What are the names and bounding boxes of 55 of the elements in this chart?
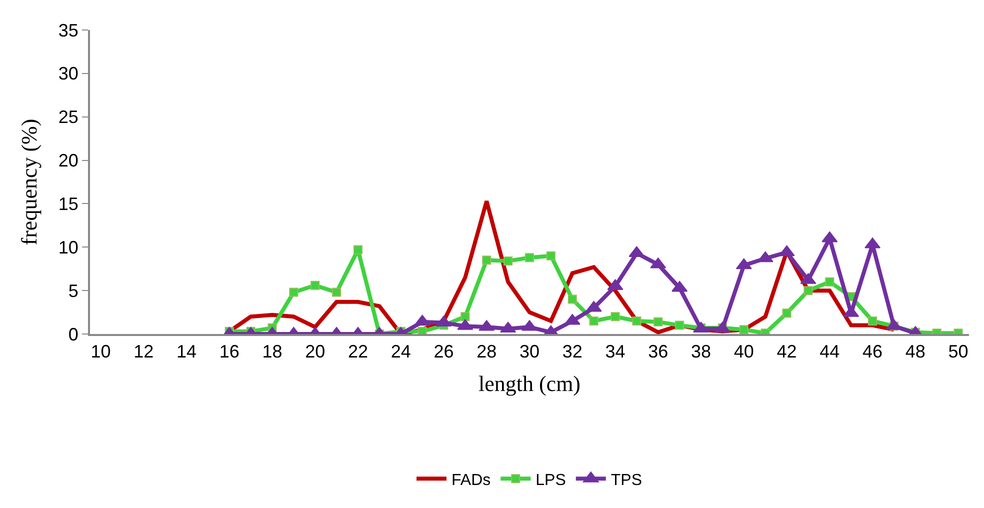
point: [632, 316, 642, 326]
x-tick-label: 10: [90, 342, 111, 362]
x-tick-label: 28: [476, 342, 497, 362]
x-tick-label: 16: [219, 342, 240, 362]
point: [610, 312, 620, 322]
y-tick-label: 30: [58, 64, 78, 84]
point: [782, 308, 792, 318]
x-tick-label: 14: [176, 342, 196, 362]
point: [568, 294, 577, 304]
x-tick-label: 18: [262, 342, 282, 362]
point: [525, 253, 534, 262]
legend-label: TPS: [610, 472, 642, 489]
y-axis-title: frequency (%): [16, 118, 42, 246]
x-tick-label: 42: [776, 342, 797, 362]
y-tick-label: 15: [58, 194, 78, 214]
point: [310, 280, 320, 290]
x-tick-label: 40: [734, 342, 754, 362]
x-tick-label: 26: [434, 342, 454, 362]
x-tick-label: 48: [905, 342, 926, 362]
y-tick-label: 25: [58, 107, 78, 128]
y-tick-label: 20: [58, 150, 78, 171]
x-tick-label: 32: [562, 342, 582, 362]
point: [418, 326, 427, 334]
point: [504, 256, 513, 266]
y-tick-label: 10: [58, 237, 78, 258]
point: [332, 288, 342, 297]
x-tick-label: 36: [648, 342, 668, 362]
x-tick-label: 22: [348, 342, 368, 362]
point: [546, 251, 556, 260]
legend-label: LPS: [536, 472, 566, 489]
x-tick-label: 38: [690, 342, 712, 362]
point: [825, 277, 834, 286]
point: [804, 286, 813, 296]
point: [353, 245, 362, 254]
point: [289, 288, 298, 297]
x-axis-title: length (cm): [478, 371, 581, 396]
x-tick-label: 30: [519, 342, 540, 362]
point: [868, 316, 878, 326]
x-tick-label: 46: [862, 342, 883, 362]
x-tick-label: 20: [305, 342, 326, 362]
x-tick-label: 24: [390, 342, 411, 362]
x-tick-label: 44: [820, 342, 840, 362]
y-tick-label: 5: [68, 280, 78, 301]
x-tick-label: 12: [134, 342, 154, 362]
legend-label: FADs: [452, 472, 491, 489]
x-tick-label: 34: [605, 342, 626, 362]
point: [460, 312, 470, 322]
point: [589, 316, 598, 326]
x-tick-label: 50: [948, 342, 968, 362]
y-tick-label: 0: [68, 324, 78, 344]
point: [482, 256, 492, 265]
point: [739, 325, 748, 334]
point: [654, 317, 663, 326]
y-tick-label: 35: [58, 20, 78, 40]
point: [675, 320, 684, 330]
